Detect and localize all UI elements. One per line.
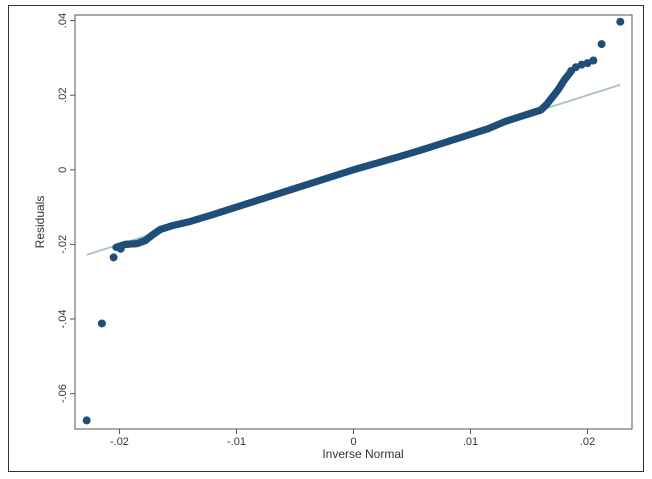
data-point: [97, 319, 106, 328]
x-tick-label: .02: [580, 436, 595, 448]
x-axis: -.02 -.01 0 .01 .02: [110, 429, 595, 448]
data-point: [597, 40, 606, 49]
x-axis-title: Inverse Normal: [322, 447, 403, 461]
data-point: [82, 416, 91, 425]
y-axis: -.06 -.04 -.02 0 .02 .04: [57, 13, 75, 403]
x-tick-label: 0: [350, 436, 356, 448]
plot-area: [74, 14, 633, 430]
data-point: [589, 56, 598, 65]
y-tick-label: -.04: [57, 309, 69, 328]
y-tick-label: -.02: [57, 235, 69, 254]
y-tick-label: -.06: [57, 384, 69, 403]
y-tick-label: .04: [57, 13, 69, 28]
points-layer: [82, 17, 625, 425]
x-tick-label: .01: [463, 436, 478, 448]
data-point: [616, 17, 625, 26]
data-point: [116, 244, 125, 253]
data-point: [109, 253, 118, 262]
x-tick-label: -.01: [227, 436, 246, 448]
y-axis-title: Residuals: [33, 196, 47, 249]
x-tick-label: -.02: [110, 436, 129, 448]
y-tick-label: 0: [57, 167, 69, 173]
y-tick-label: .02: [57, 88, 69, 103]
